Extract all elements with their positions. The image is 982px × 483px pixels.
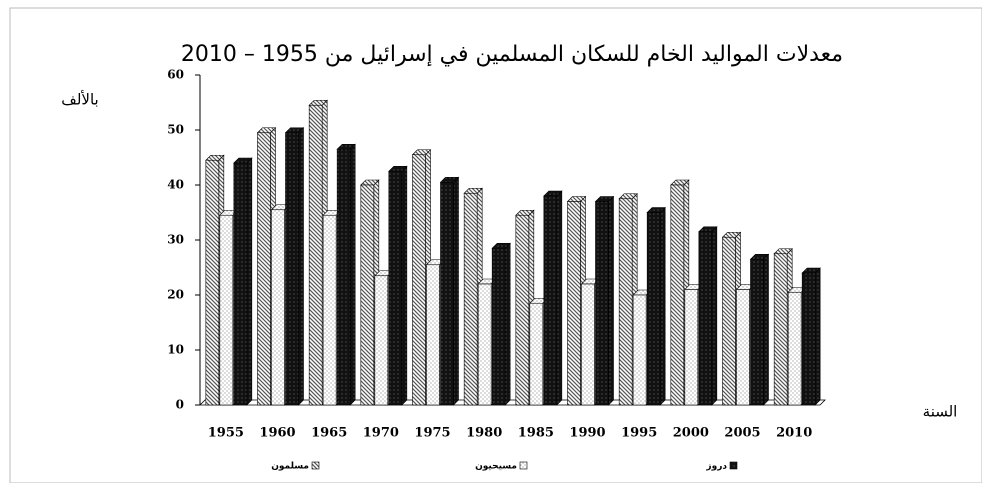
bar (439, 176, 460, 406)
bar (543, 190, 563, 406)
x-tick-label: 1990 (569, 426, 605, 441)
bar-side (608, 195, 614, 406)
bar-front (529, 302, 544, 406)
bar (698, 226, 718, 406)
bar-front (787, 291, 802, 406)
x-tick-label: 2005 (724, 426, 760, 441)
y-tick-label: 60 (167, 68, 184, 82)
bar (491, 242, 511, 406)
bar-front (646, 212, 661, 406)
x-tick-label: 1965 (311, 426, 347, 441)
bar-front (308, 104, 323, 406)
legend-swatch (519, 461, 528, 470)
y-axis-label: بالألف (61, 90, 98, 109)
x-tick-label: 1985 (518, 426, 554, 441)
bar-front (440, 181, 454, 406)
x-tick-label: 1955 (208, 426, 244, 441)
x-tick-label: 1970 (363, 426, 399, 441)
x-axis-label: السنة (923, 403, 958, 421)
bar-side (814, 267, 821, 406)
bar (594, 195, 615, 406)
y-tick-label: 50 (167, 123, 184, 137)
x-tick-label: 1975 (414, 426, 450, 441)
bar-side (659, 206, 666, 406)
bar (749, 253, 770, 406)
bar-side (453, 176, 459, 406)
bar (646, 206, 666, 406)
bar-side (763, 253, 769, 406)
bar-side (246, 157, 253, 406)
bar-front (750, 258, 764, 406)
y-tick-label: 30 (167, 233, 184, 247)
bar-front (698, 231, 713, 406)
bar-front (618, 198, 633, 406)
bar-front (736, 289, 750, 406)
bar-side (504, 242, 511, 406)
bar-front (477, 283, 492, 406)
bar-front (722, 236, 736, 406)
x-tick-label: 2010 (776, 426, 812, 441)
bar (233, 157, 253, 406)
bar-front (336, 148, 351, 406)
x-tick-label: 1995 (621, 426, 657, 441)
bar (388, 165, 408, 406)
x-tick-label: 1960 (259, 426, 295, 441)
legend-label: مسيحيون (475, 462, 517, 472)
bar (284, 127, 305, 406)
bar-front (360, 184, 375, 406)
legend-label: دروز (705, 462, 727, 472)
bar-front (285, 132, 299, 406)
x-tick-label: 1980 (466, 426, 502, 441)
floor (199, 399, 826, 406)
bar-front (567, 201, 581, 406)
bar-front (463, 192, 478, 406)
bar-front (581, 283, 595, 406)
bar-side (349, 143, 356, 406)
bar-front (322, 214, 337, 406)
legend-label: مسلمون (271, 462, 309, 472)
bar-side (711, 226, 718, 406)
x-tick-label: 2000 (673, 426, 709, 441)
bar (336, 143, 356, 406)
frame (9, 7, 982, 483)
bar-front (595, 201, 609, 406)
bar-side (556, 190, 563, 406)
bar (360, 179, 380, 406)
bar-front (257, 132, 271, 406)
bar-front (773, 253, 788, 406)
bar-front (205, 159, 220, 406)
y-tick-label: 0 (176, 398, 184, 412)
y-tick-label: 10 (167, 343, 184, 357)
bar-front (388, 170, 403, 406)
bar-front (801, 272, 816, 406)
bar-side (401, 165, 408, 406)
bar-front (491, 247, 506, 406)
y-tick-label: 40 (167, 178, 184, 192)
chart-title: معدلات المواليد الخام للسكان المسلمين في… (181, 42, 843, 67)
bar-front (515, 214, 530, 406)
bar-front (412, 154, 426, 406)
bar-front (543, 195, 558, 406)
bar-front (271, 209, 285, 406)
y-tick-label: 20 (167, 288, 184, 302)
bar-front (632, 294, 647, 406)
legend-swatch (311, 461, 320, 470)
bar-front (426, 264, 440, 406)
bar-side (298, 127, 304, 406)
bar-front (374, 275, 389, 406)
bar (801, 267, 821, 406)
bar-front (219, 214, 234, 406)
legend-swatch (729, 461, 738, 470)
bar-front (684, 289, 699, 406)
bar-front (233, 162, 248, 406)
bar-front (670, 184, 685, 406)
